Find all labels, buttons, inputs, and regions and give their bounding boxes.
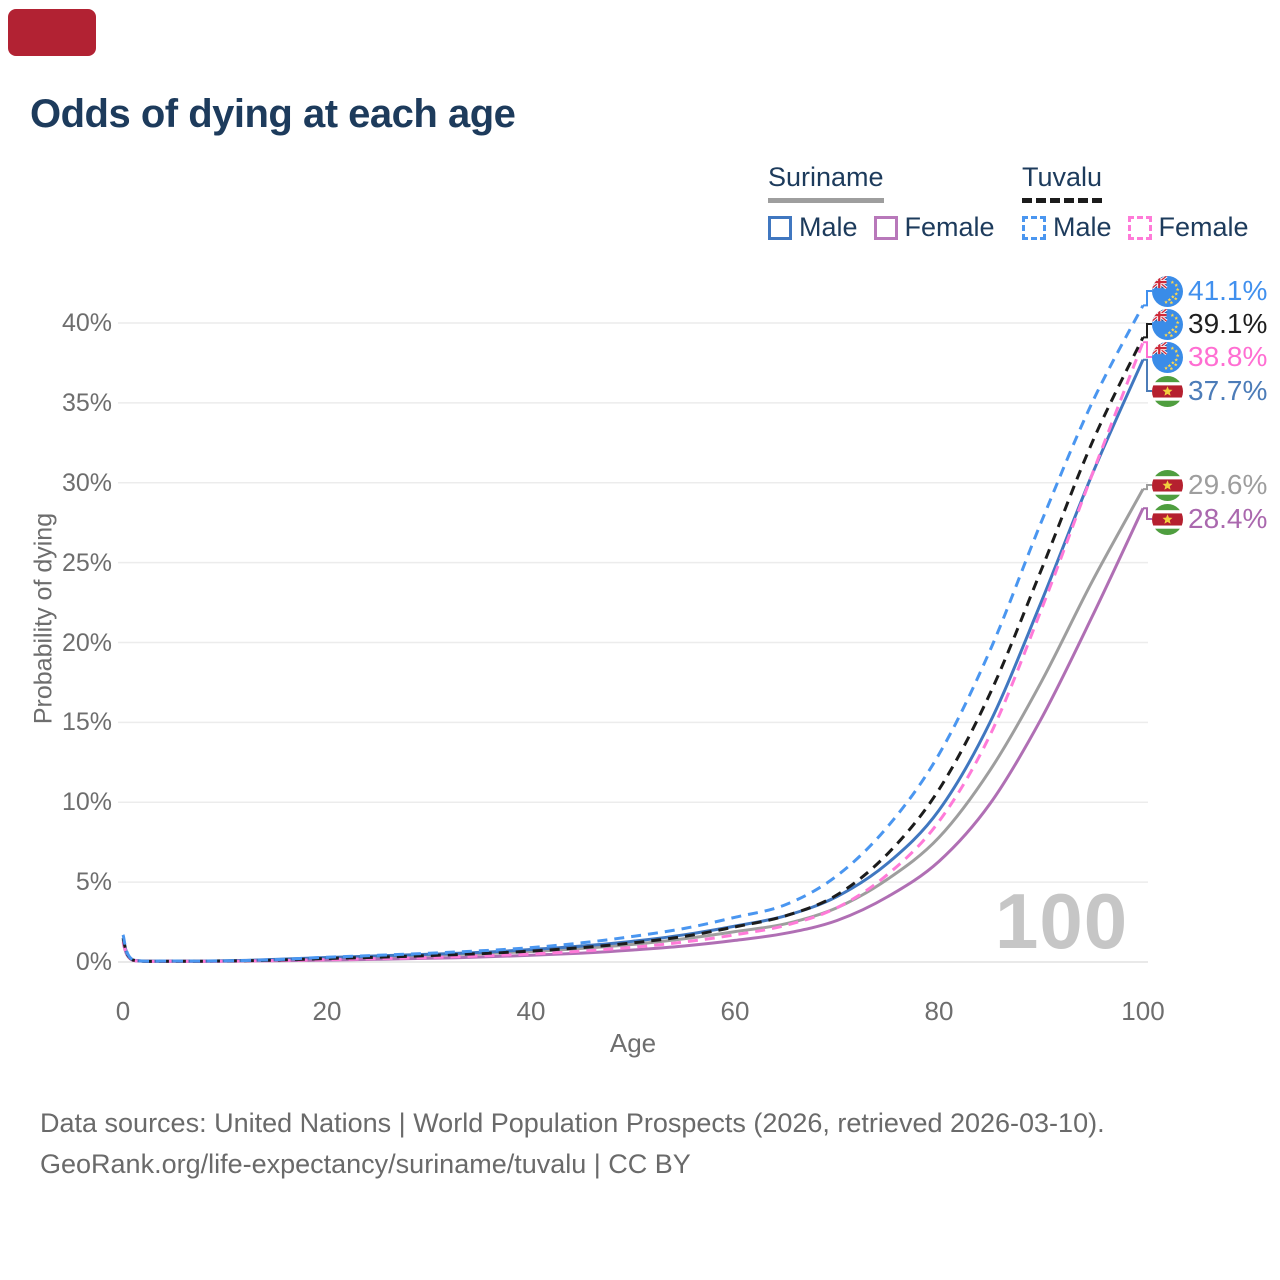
age-watermark: 100 <box>995 877 1129 965</box>
end-value: 38.8% <box>1188 341 1268 372</box>
legend-item-suriname-male[interactable]: Male <box>768 212 858 243</box>
series-line-tuvalu-male <box>121 304 1145 963</box>
label-connector <box>1143 507 1152 520</box>
y-tick-label: 10% <box>61 788 112 817</box>
label-connector <box>1143 341 1152 358</box>
end-label-suriname-female: 28.4% <box>1152 503 1267 535</box>
y-tick-label: 40% <box>61 309 112 337</box>
y-tick-label: 15% <box>61 708 112 737</box>
y-tick-label: 0% <box>75 948 112 976</box>
label-connector <box>1143 358 1152 392</box>
label-connector <box>1143 484 1152 491</box>
legend-label: Female <box>904 212 995 242</box>
tuvalu-flag-icon <box>1152 275 1183 307</box>
end-value: 29.6% <box>1188 469 1268 500</box>
y-tick-label: 25% <box>61 548 112 577</box>
legend-country-suriname[interactable]: Suriname <box>768 162 884 203</box>
legend-row-suriname: Male Female <box>768 212 995 243</box>
tuvalu-female-swatch <box>1127 215 1152 240</box>
end-value: 37.7% <box>1188 375 1268 406</box>
y-axis-title: Probability of dying <box>29 512 58 725</box>
suriname-flag-icon <box>1152 503 1183 535</box>
legend-group-suriname: Suriname Male Female <box>768 162 995 243</box>
y-tick-label: 20% <box>61 628 112 657</box>
suriname-female-swatch <box>873 215 898 240</box>
x-tick-label: 60 <box>720 996 750 1026</box>
legend-label: Male <box>1053 212 1112 242</box>
suriname-flag-icon <box>1152 375 1183 407</box>
x-tick-label: 80 <box>924 996 954 1026</box>
series-line-suriname <box>121 488 1145 963</box>
end-value: 41.1% <box>1188 275 1268 306</box>
y-tick-label: 5% <box>75 868 112 897</box>
tuvalu-male-swatch <box>1022 215 1046 240</box>
annotation-marker <box>8 9 96 56</box>
series-line-tuvalu-female <box>121 341 1145 963</box>
suriname-male-swatch <box>768 215 792 240</box>
legend-row-tuvalu: Male Female <box>1022 212 1249 243</box>
legend-label: Female <box>1158 212 1249 242</box>
legend-item-tuvalu-female[interactable]: Female <box>1127 212 1249 243</box>
end-value: 39.1% <box>1188 308 1268 339</box>
page-title: Odds of dying at each age <box>30 92 516 136</box>
series-line-suriname-male <box>121 359 1145 963</box>
x-tick-label: 40 <box>516 996 546 1026</box>
series-line-suriname-female <box>121 507 1145 963</box>
attribution-text: GeoRank.org/life-expectancy/suriname/tuv… <box>40 1149 691 1179</box>
series-line-tuvalu <box>121 336 1145 963</box>
x-tick-label: 0 <box>115 996 131 1026</box>
tuvalu-flag-icon <box>1152 341 1183 373</box>
x-tick-label: 100 <box>1121 996 1165 1026</box>
y-tick-label: 30% <box>61 468 112 497</box>
end-label-tuvalu: 39.1% <box>1152 308 1267 340</box>
label-connector <box>1143 290 1152 307</box>
end-label-tuvalu-female: 38.8% <box>1152 341 1267 373</box>
legend-item-suriname-female[interactable]: Female <box>873 212 995 243</box>
legend-label: Male <box>799 212 858 242</box>
x-tick-label: 20 <box>312 996 342 1026</box>
legend-group-tuvalu: Tuvalu Male Female <box>1022 162 1249 243</box>
x-axis-title: Age <box>609 1028 657 1058</box>
tuvalu-flag-icon <box>1152 308 1183 340</box>
label-connector <box>1143 323 1152 339</box>
legend-item-tuvalu-male[interactable]: Male <box>1022 212 1112 243</box>
end-label-suriname: 29.6% <box>1152 469 1267 501</box>
legend-country-tuvalu[interactable]: Tuvalu <box>1022 162 1103 203</box>
suriname-flag-icon <box>1152 469 1183 501</box>
data-source-text: Data sources: United Nations | World Pop… <box>40 1108 1105 1138</box>
y-tick-label: 35% <box>61 388 112 417</box>
end-value: 28.4% <box>1188 503 1268 534</box>
end-label-suriname-male: 37.7% <box>1152 375 1267 407</box>
end-label-tuvalu-male: 41.1% <box>1152 275 1267 307</box>
